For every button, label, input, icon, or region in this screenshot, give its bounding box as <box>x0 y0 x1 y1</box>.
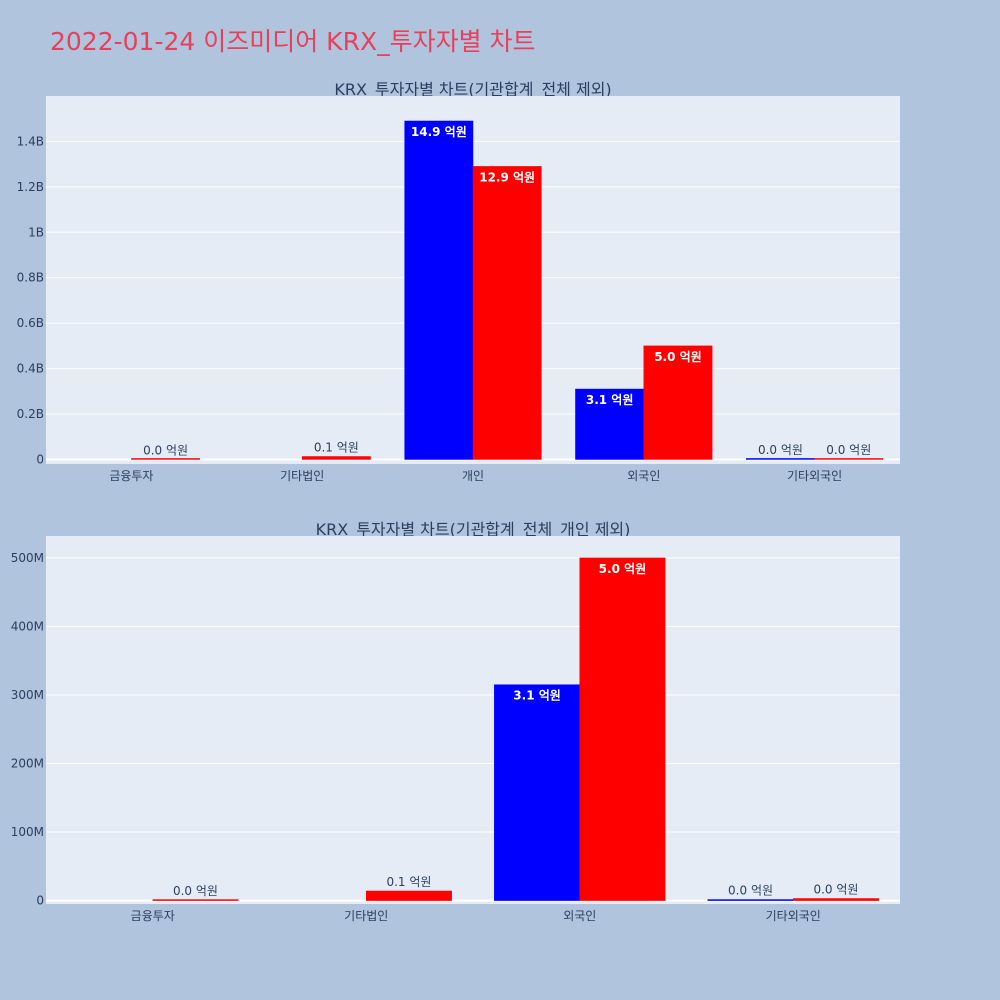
bar-series-1 <box>494 684 581 901</box>
y-tick-label: 0 <box>36 452 44 466</box>
y-tick-label: 200M <box>11 757 44 771</box>
bar-series-2 <box>131 458 200 460</box>
bar-series-2 <box>301 456 371 460</box>
bar-series-1 <box>746 458 815 460</box>
page-title: 2022-01-24 이즈미디어 KRX_투자자별 차트 <box>50 27 536 56</box>
chart-title: KRX_투자자별 차트(기관합계_전체 제외) <box>334 80 611 100</box>
y-tick-label: 0.6B <box>17 316 44 330</box>
bar-series-2 <box>579 557 666 901</box>
x-tick-label: 외국인 <box>627 469 660 483</box>
y-tick-label: 1.4B <box>17 134 44 148</box>
x-tick-label: 금융투자 <box>109 469 153 483</box>
y-tick-label: 0.8B <box>17 271 44 285</box>
bar-data-label: 3.1 억원 <box>513 689 561 703</box>
chart-title: KRX_투자자별 차트(기관합계_전체_개인 제외) <box>316 520 631 540</box>
y-tick-label: 1.2B <box>17 180 44 194</box>
x-tick-label: 개인 <box>462 469 484 483</box>
y-tick-label: 400M <box>11 619 44 633</box>
bar-data-label: 3.1 억원 <box>586 393 634 407</box>
bar-data-label: 0.0 억원 <box>826 443 871 457</box>
x-tick-label: 기타외국인 <box>787 469 842 483</box>
bar-data-label: 0.0 억원 <box>728 884 773 898</box>
investor-chart-top: KRX_투자자별 차트(기관합계_전체 제외) 14.9 억원 3.1 억원 0.0… <box>17 80 900 483</box>
bar-data-label: 0.1 억원 <box>386 875 431 889</box>
y-tick-label: 100M <box>11 825 44 839</box>
bar-series-2 <box>643 345 713 460</box>
y-tick-label: 500M <box>11 551 44 565</box>
bar-data-label: 0.0 억원 <box>758 443 803 457</box>
x-tick-label: 금융투자 <box>131 909 175 923</box>
investor-chart-bottom: KRX_투자자별 차트(기관합계_전체_개인 제외) 3.1 억원 0.0 억원 0… <box>11 520 900 923</box>
bar-series-2 <box>366 890 452 901</box>
plot-area <box>46 536 900 904</box>
bar-data-label: 12.9 억원 <box>479 170 535 184</box>
bar-series-2 <box>814 458 884 460</box>
bar-series-1 <box>575 388 645 460</box>
y-tick-label: 0.2B <box>17 407 44 421</box>
x-tick-label: 기타외국인 <box>766 909 821 923</box>
bar-data-label: 5.0 억원 <box>599 562 647 576</box>
bar-data-label: 0.0 억원 <box>173 884 218 898</box>
x-tick-label: 외국인 <box>563 909 596 923</box>
bar-series-1 <box>707 899 794 901</box>
x-tick-label: 기타법인 <box>344 909 388 923</box>
y-tick-label: 0.4B <box>17 362 44 376</box>
bar-series-2 <box>472 166 542 460</box>
bar-data-label: 14.9 억원 <box>411 125 467 139</box>
bar-data-label: 5.0 억원 <box>654 350 702 364</box>
y-tick-label: 300M <box>11 688 44 702</box>
bar-data-label: 0.0 억원 <box>813 883 858 897</box>
bar-series-2 <box>152 899 239 901</box>
y-tick-label: 0 <box>36 894 44 908</box>
bar-data-label: 0.0 억원 <box>143 443 188 457</box>
y-tick-label: 1B <box>28 225 44 239</box>
bar-series-2 <box>793 898 879 901</box>
x-tick-label: 기타법인 <box>280 469 324 483</box>
bar-series-1 <box>404 120 474 460</box>
bar-data-label: 0.1 억원 <box>314 441 359 455</box>
